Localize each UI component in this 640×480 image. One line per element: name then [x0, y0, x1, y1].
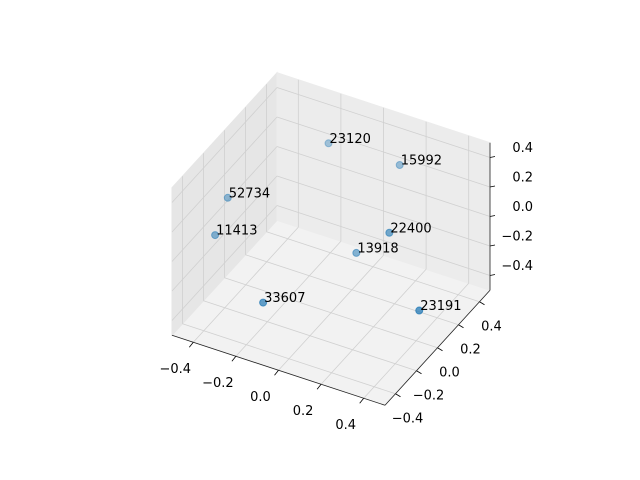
grid-line: [266, 231, 480, 303]
x-tick-label: −0.4: [160, 362, 192, 377]
tick-mark: [489, 244, 496, 247]
x-axis-line: [171, 334, 386, 406]
y-tick-label: 0.0: [439, 365, 460, 380]
tick-mark: [359, 398, 365, 404]
grid-line: [276, 116, 491, 188]
point: [259, 298, 268, 307]
grid-line: [171, 146, 278, 262]
z-tick-label: 0.2: [512, 171, 533, 186]
point: [385, 228, 394, 237]
x-tick-label: −0.2: [202, 376, 234, 391]
grid-line: [276, 146, 491, 217]
tick-mark: [231, 356, 237, 362]
grid-line: [276, 205, 491, 276]
point: [211, 231, 220, 240]
z-tick-label: 0.0: [512, 200, 533, 215]
grid-line: [203, 300, 417, 372]
point: [223, 193, 232, 202]
point: [395, 161, 404, 169]
y-tick-label: −0.2: [413, 388, 445, 403]
point-label: 22400: [390, 221, 431, 236]
grid-line: [276, 175, 491, 247]
grid-line: [245, 254, 459, 326]
point: [415, 306, 424, 315]
tick-mark: [437, 347, 443, 352]
z-tick-label: −0.4: [501, 259, 533, 274]
grid-line: [171, 175, 278, 292]
tick-mark: [274, 370, 279, 376]
x-tick-label: 0.2: [293, 404, 314, 419]
tick-mark: [395, 393, 401, 398]
x-tick-label: 0.4: [335, 418, 356, 433]
point-label: 23120: [330, 132, 371, 147]
point: [324, 139, 333, 148]
point-label: 11413: [216, 224, 257, 239]
grid-line: [182, 323, 396, 395]
grid-line: [224, 277, 438, 349]
z-tick-label: 0.4: [512, 141, 533, 156]
point-label: 23191: [420, 299, 461, 314]
z-tick-label: −0.2: [501, 230, 533, 245]
y-tick-label: 0.4: [481, 319, 502, 334]
grid-line: [171, 87, 278, 203]
grid-line: [171, 205, 278, 321]
tick-mark: [479, 301, 485, 306]
point-label: 15992: [401, 154, 442, 169]
y-tick-label: −0.4: [392, 411, 424, 426]
tick-mark: [458, 324, 464, 329]
x-tick-label: 0.0: [250, 390, 271, 405]
point-label: 33607: [264, 291, 305, 306]
tick-mark: [489, 185, 496, 188]
tick-mark: [489, 215, 496, 217]
y-axis-line: [384, 289, 491, 406]
grid-line: [276, 87, 491, 158]
tick-mark: [416, 370, 422, 375]
grid-line: [171, 116, 278, 233]
point-label: 52734: [229, 186, 270, 201]
y-tick-label: 0.2: [460, 342, 481, 357]
point: [352, 248, 361, 257]
tick-mark: [188, 342, 194, 348]
tick-mark: [489, 156, 496, 158]
tick-mark: [489, 274, 496, 276]
tick-mark: [316, 384, 322, 390]
point-label: 13918: [357, 241, 398, 256]
